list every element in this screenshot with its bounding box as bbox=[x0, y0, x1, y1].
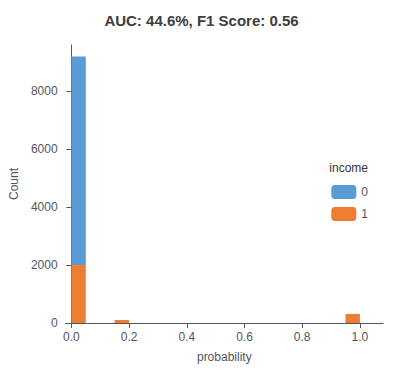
svg-text:4000: 4000 bbox=[31, 200, 58, 214]
svg-text:income: income bbox=[329, 161, 368, 175]
svg-text:0: 0 bbox=[51, 316, 58, 330]
svg-text:8000: 8000 bbox=[31, 84, 58, 98]
svg-text:0.8: 0.8 bbox=[294, 330, 311, 344]
svg-text:AUC: 44.6%, F1 Score: 0.56: AUC: 44.6%, F1 Score: 0.56 bbox=[104, 12, 298, 29]
svg-text:0.0: 0.0 bbox=[63, 330, 80, 344]
svg-text:1: 1 bbox=[361, 207, 368, 221]
svg-text:0: 0 bbox=[361, 185, 368, 199]
svg-text:6000: 6000 bbox=[31, 142, 58, 156]
svg-text:2000: 2000 bbox=[31, 258, 58, 272]
svg-text:0.4: 0.4 bbox=[178, 330, 195, 344]
svg-text:Count: Count bbox=[7, 167, 21, 200]
svg-text:1.0: 1.0 bbox=[352, 330, 369, 344]
svg-text:0.2: 0.2 bbox=[121, 330, 138, 344]
svg-text:probability: probability bbox=[197, 350, 252, 364]
svg-text:0.6: 0.6 bbox=[236, 330, 253, 344]
